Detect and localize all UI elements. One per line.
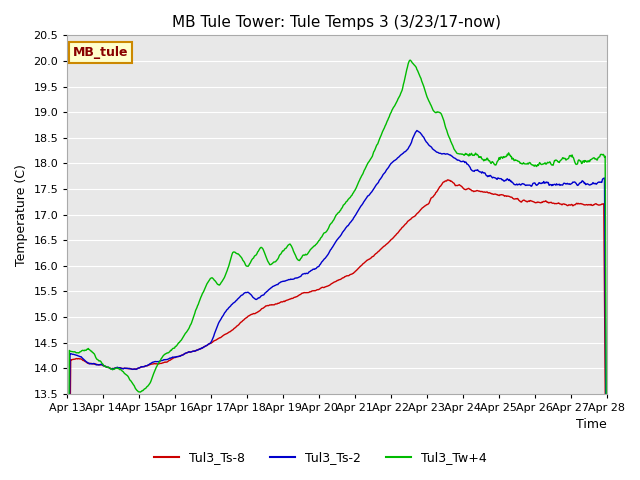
Line: Tul3_Ts-2: Tul3_Ts-2 (67, 131, 607, 480)
Line: Tul3_Tw+4: Tul3_Tw+4 (67, 60, 607, 480)
X-axis label: Time: Time (576, 419, 607, 432)
Y-axis label: Temperature (C): Temperature (C) (15, 164, 28, 265)
Tul3_Ts-8 (444, 177, 452, 183)
Tul3_Ts-2 (413, 128, 420, 133)
Tul3_Ts-2 (529, 182, 536, 188)
Tul3_Ts-8 (473, 188, 481, 193)
Tul3_Ts-8 (407, 216, 415, 222)
Tul3_Tw+4 (376, 134, 384, 140)
Tul3_Tw+4 (408, 59, 415, 64)
Tul3_Tw+4 (391, 103, 399, 109)
Text: MB_tule: MB_tule (73, 46, 128, 59)
Tul3_Tw+4 (97, 358, 104, 364)
Title: MB Tule Tower: Tule Temps 3 (3/23/17-now): MB Tule Tower: Tule Temps 3 (3/23/17-now… (172, 15, 501, 30)
Tul3_Ts-8 (376, 247, 384, 252)
Line: Tul3_Ts-8: Tul3_Ts-8 (67, 180, 607, 480)
Tul3_Ts-2 (391, 157, 399, 163)
Tul3_Ts-2 (376, 176, 384, 182)
Tul3_Ts-8 (529, 198, 536, 204)
Tul3_Ts-2 (97, 361, 104, 367)
Tul3_Tw+4 (473, 151, 481, 157)
Tul3_Ts-2 (473, 168, 481, 173)
Tul3_Tw+4 (603, 463, 611, 469)
Tul3_Tw+4 (406, 57, 414, 63)
Tul3_Ts-8 (391, 233, 399, 239)
Tul3_Ts-8 (97, 362, 104, 368)
Tul3_Tw+4 (529, 162, 536, 168)
Tul3_Ts-2 (407, 141, 415, 146)
Legend: Tul3_Ts-8, Tul3_Ts-2, Tul3_Tw+4: Tul3_Ts-8, Tul3_Ts-2, Tul3_Tw+4 (148, 446, 492, 469)
